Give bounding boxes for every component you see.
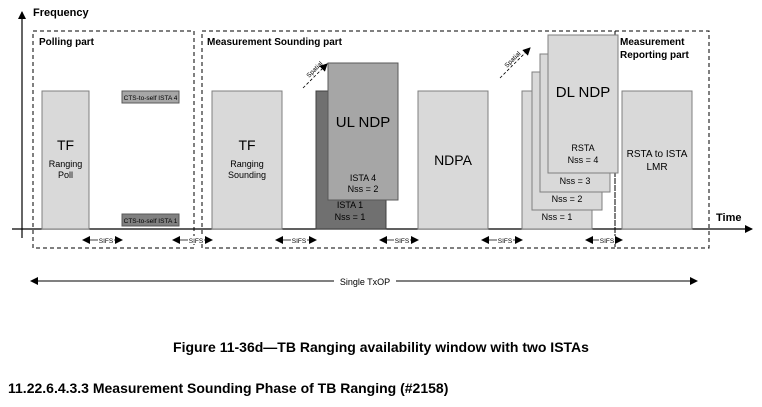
svg-text:Single TxOP: Single TxOP [340, 277, 390, 287]
spatial-arrow-ul: Spatial [302, 60, 328, 89]
tf-sound-title: TF [238, 137, 255, 153]
tf-poll-title: TF [57, 137, 74, 153]
svg-text:Nss = 4: Nss = 4 [568, 155, 599, 165]
polling-part-box [32, 30, 195, 249]
tf-poll-line1: Ranging [49, 159, 83, 169]
ul-ndp-ista4-layer [327, 62, 399, 201]
tf-ranging-sounding-frame: TF Ranging Sounding [211, 90, 283, 230]
tf-sound-line2: Sounding [228, 170, 266, 180]
ranging-diagram: Frequency Time Polling part Measurement … [12, 7, 753, 287]
svg-text:ISTA 1: ISTA 1 [337, 200, 363, 210]
polling-part-label: Polling part [39, 37, 95, 48]
tf-sound-line1: Ranging [230, 159, 264, 169]
spatial-arrow-dl: Spatial [499, 47, 531, 79]
cts-to-self-ista1-frame: CTS-to-self ISTA 1 [121, 213, 180, 227]
ndpa-frame: NDPA [417, 90, 489, 230]
svg-text:CTS-to-self ISTA 1: CTS-to-self ISTA 1 [124, 218, 178, 225]
sifs-marker-4: SIFS [379, 236, 419, 245]
svg-text:SIFS: SIFS [99, 238, 114, 245]
reporting-part-label-2: Reporting part [620, 50, 690, 61]
svg-text:LMR: LMR [646, 162, 667, 173]
sifs-marker-3: SIFS [275, 236, 317, 245]
svg-text:SIFS: SIFS [292, 238, 307, 245]
sifs-marker-5: SIFS [481, 236, 523, 245]
svg-text:Spatial: Spatial [305, 60, 324, 79]
dl-ndp-nss4-layer [547, 34, 619, 174]
section-heading: 11.22.6.4.3.3 Measurement Sounding Phase… [8, 380, 449, 396]
dl-ndp-frame: DL NDP RSTA Nss = 4 Nss = 3 Nss = 2 Nss … [521, 34, 619, 230]
svg-text:CTS-to-self ISTA 4: CTS-to-self ISTA 4 [124, 95, 178, 102]
svg-text:ISTA 4: ISTA 4 [350, 173, 376, 183]
ul-ndp-frame: UL NDP ISTA 4 Nss = 2 ISTA 1 Nss = 1 [315, 62, 399, 230]
frequency-axis-label: Frequency [33, 7, 90, 19]
svg-text:SIFS: SIFS [600, 238, 615, 245]
rsta-to-ista-lmr-frame: RSTA to ISTA LMR [621, 90, 693, 230]
svg-text:RSTA: RSTA [571, 143, 594, 153]
sifs-marker-6: SIFS [585, 236, 623, 245]
svg-text:SIFS: SIFS [395, 238, 410, 245]
svg-text:SIFS: SIFS [189, 238, 204, 245]
svg-text:NDPA: NDPA [434, 152, 473, 168]
svg-text:RSTA to ISTA: RSTA to ISTA [627, 149, 688, 160]
dl-ndp-title: DL NDP [556, 84, 610, 101]
ul-ndp-title: UL NDP [336, 114, 390, 131]
time-axis-label: Time [716, 212, 741, 224]
svg-text:Spatial: Spatial [503, 50, 522, 69]
svg-text:Nss = 1: Nss = 1 [335, 212, 366, 222]
svg-text:Nss = 2: Nss = 2 [552, 194, 583, 204]
sifs-marker-2: SIFS [172, 236, 213, 245]
svg-text:Nss = 1: Nss = 1 [542, 212, 573, 222]
svg-text:SIFS: SIFS [498, 238, 513, 245]
tf-poll-line2: Poll [58, 170, 73, 180]
svg-text:Nss = 2: Nss = 2 [348, 184, 379, 194]
sounding-part-label: Measurement Sounding part [207, 37, 343, 48]
reporting-part-label-1: Measurement [620, 37, 685, 48]
sifs-marker-1: SIFS [82, 236, 123, 245]
svg-text:Nss = 3: Nss = 3 [560, 176, 591, 186]
single-txop-arrow: Single TxOP [30, 275, 698, 287]
figure-caption: Figure 11-36d—TB Ranging availability wi… [173, 339, 589, 355]
cts-to-self-ista4-frame: CTS-to-self ISTA 4 [121, 90, 180, 104]
tf-ranging-poll-frame: TF Ranging Poll [41, 90, 90, 230]
